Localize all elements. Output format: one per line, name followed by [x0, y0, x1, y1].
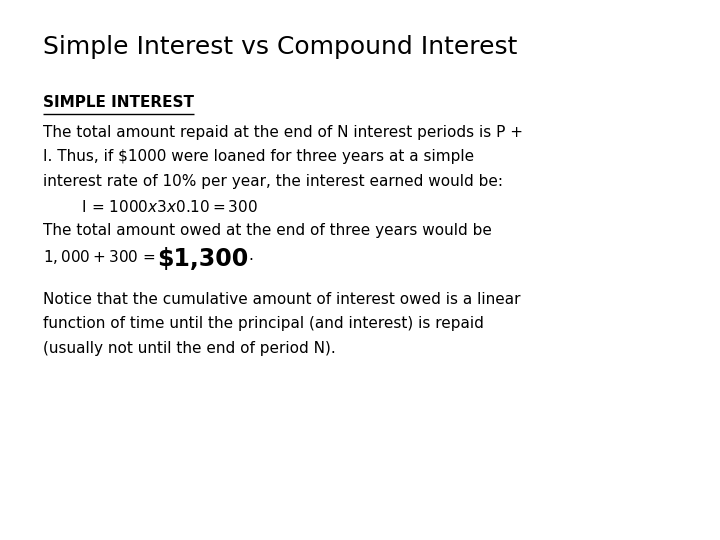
Text: .: .: [248, 247, 253, 262]
Text: The total amount owed at the end of three years would be: The total amount owed at the end of thre…: [43, 223, 492, 238]
Text: Notice that the cumulative amount of interest owed is a linear: Notice that the cumulative amount of int…: [43, 292, 521, 307]
Text: interest rate of 10% per year, the interest earned would be:: interest rate of 10% per year, the inter…: [43, 174, 503, 189]
Text: $1,300: $1,300: [157, 247, 248, 272]
Text: function of time until the principal (and interest) is repaid: function of time until the principal (an…: [43, 316, 484, 331]
Text: $1,000 + $300 =: $1,000 + $300 =: [43, 247, 157, 266]
Text: Simple Interest vs Compound Interest: Simple Interest vs Compound Interest: [43, 35, 518, 59]
Text: I = $1000 x 3 x 0.10 = $300: I = $1000 x 3 x 0.10 = $300: [43, 199, 258, 214]
Text: The total amount repaid at the end of N interest periods is P +: The total amount repaid at the end of N …: [43, 125, 523, 140]
Text: I. Thus, if $1000 were loaned for three years at a simple: I. Thus, if $1000 were loaned for three …: [43, 150, 474, 165]
Text: (usually not until the end of period N).: (usually not until the end of period N).: [43, 341, 336, 356]
Text: SIMPLE INTEREST: SIMPLE INTEREST: [43, 95, 194, 110]
